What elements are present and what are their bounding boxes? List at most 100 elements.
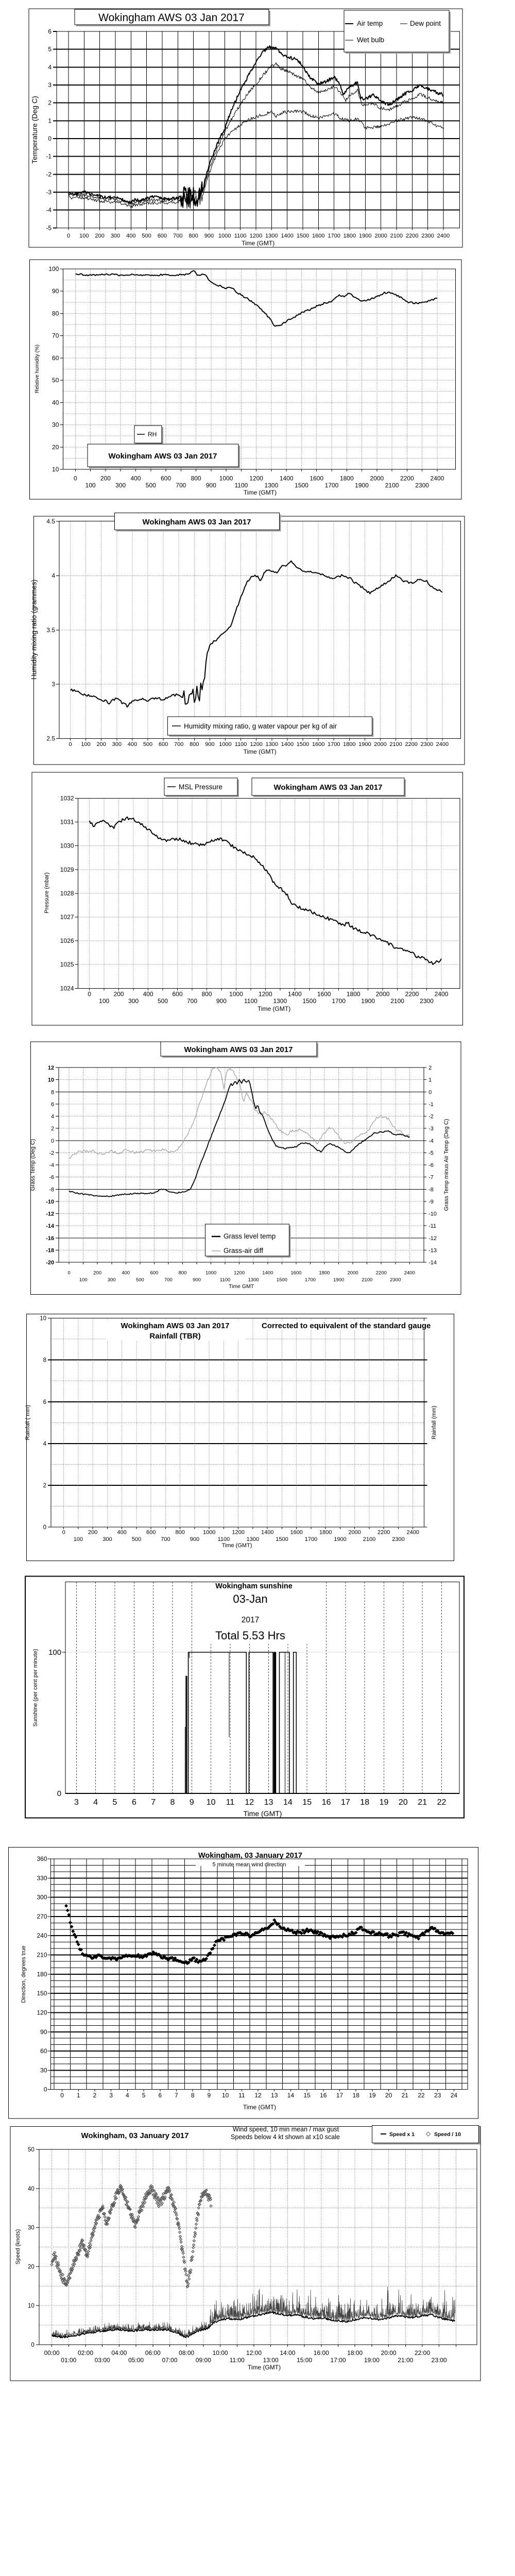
svg-text:400: 400: [122, 1270, 130, 1276]
svg-text:2000: 2000: [348, 1270, 358, 1276]
svg-text:4: 4: [43, 1441, 47, 1447]
svg-text:6: 6: [48, 28, 52, 35]
svg-text:Wokingham AWS 03 Jan 2017: Wokingham AWS 03 Jan 2017: [143, 518, 251, 527]
svg-text:2: 2: [48, 99, 52, 107]
svg-text:-6: -6: [49, 1175, 54, 1181]
svg-text:Time (GMT): Time (GMT): [243, 2104, 276, 2111]
svg-text:03-Jan: 03-Jan: [233, 1592, 267, 1605]
svg-text:-7: -7: [428, 1175, 434, 1181]
svg-text:1100: 1100: [244, 997, 258, 1005]
svg-text:06:00: 06:00: [145, 2349, 161, 2357]
svg-text:3: 3: [48, 81, 52, 89]
svg-text:1900: 1900: [361, 997, 375, 1005]
svg-text:1030: 1030: [60, 842, 74, 850]
svg-text:10: 10: [28, 2303, 35, 2309]
svg-text:500: 500: [158, 997, 168, 1005]
svg-text:23:00: 23:00: [432, 2357, 447, 2364]
svg-text:0: 0: [67, 1270, 70, 1276]
svg-text:5: 5: [142, 2092, 146, 2099]
svg-text:900: 900: [193, 1277, 201, 1283]
svg-text:6: 6: [158, 2092, 162, 2099]
svg-text:1200: 1200: [250, 233, 262, 239]
svg-text:Wokingham AWS 03 Jan 2017: Wokingham AWS 03 Jan 2017: [109, 452, 217, 461]
svg-text:2400: 2400: [437, 233, 450, 239]
svg-text:2: 2: [93, 2092, 97, 2099]
svg-text:1: 1: [77, 2092, 80, 2099]
svg-text:90: 90: [40, 2028, 47, 2036]
svg-text:Corrected to equivalent of the: Corrected to equivalent of the standard …: [262, 1321, 431, 1330]
svg-text:21: 21: [402, 2092, 409, 2099]
svg-text:14: 14: [283, 1798, 293, 1807]
svg-text:1300: 1300: [248, 1277, 259, 1283]
svg-text:8: 8: [51, 1089, 54, 1095]
svg-text:4: 4: [126, 2092, 129, 2099]
svg-text:16: 16: [320, 2092, 327, 2099]
svg-text:Wokingham, 03 January 2017: Wokingham, 03 January 2017: [81, 2131, 189, 2140]
svg-text:30: 30: [40, 2066, 47, 2074]
svg-text:Rainfall (mm): Rainfall (mm): [431, 1405, 437, 1439]
svg-text:Dew point: Dew point: [410, 20, 441, 27]
svg-text:2400: 2400: [436, 741, 449, 748]
svg-text:Speed / 10: Speed / 10: [434, 2131, 461, 2138]
svg-text:1025: 1025: [60, 961, 74, 968]
svg-text:150: 150: [37, 1990, 47, 1997]
svg-text:22:00: 22:00: [415, 2349, 430, 2357]
svg-text:1026: 1026: [60, 937, 74, 944]
svg-text:2400: 2400: [435, 991, 449, 998]
svg-text:0: 0: [51, 1138, 54, 1144]
svg-text:2200: 2200: [406, 233, 418, 239]
svg-text:90: 90: [52, 287, 59, 295]
svg-text:21: 21: [418, 1798, 427, 1807]
svg-text:2200: 2200: [405, 991, 419, 998]
svg-text:270: 270: [37, 1913, 47, 1920]
svg-text:-4: -4: [428, 1138, 434, 1144]
svg-text:0: 0: [88, 991, 91, 998]
svg-text:1500: 1500: [297, 741, 309, 748]
svg-text:11: 11: [238, 2092, 245, 2099]
svg-text:2000: 2000: [348, 1530, 360, 1536]
svg-text:1100: 1100: [220, 1277, 230, 1283]
svg-text:Time (GMT): Time (GMT): [244, 489, 277, 496]
svg-text:800: 800: [201, 991, 212, 998]
svg-text:Time (GMT): Time (GMT): [242, 240, 274, 247]
svg-text:1900: 1900: [333, 1277, 344, 1283]
svg-text:1400: 1400: [281, 233, 293, 239]
svg-text:1300: 1300: [265, 482, 279, 489]
svg-text:18: 18: [360, 1798, 369, 1807]
svg-text:-3: -3: [46, 189, 52, 196]
svg-text:1500: 1500: [276, 1536, 288, 1543]
svg-text:1400: 1400: [262, 1270, 273, 1276]
svg-text:1900: 1900: [358, 741, 371, 748]
svg-text:08:00: 08:00: [179, 2349, 194, 2357]
svg-text:2000: 2000: [374, 741, 386, 748]
svg-text:Wokingham AWS 03 Jan 2017: Wokingham AWS 03 Jan 2017: [121, 1321, 230, 1330]
svg-text:1100: 1100: [218, 1536, 230, 1543]
svg-text:20: 20: [399, 1798, 408, 1807]
svg-text:1800: 1800: [347, 991, 360, 998]
svg-text:2200: 2200: [405, 741, 417, 748]
svg-text:1700: 1700: [305, 1277, 316, 1283]
svg-text:1300: 1300: [273, 997, 287, 1005]
svg-text:2000: 2000: [374, 233, 387, 239]
svg-text:1400: 1400: [280, 475, 294, 482]
svg-text:500: 500: [143, 741, 152, 748]
svg-text:MSL Pressure: MSL Pressure: [179, 783, 222, 791]
svg-text:100: 100: [85, 482, 96, 489]
svg-text:1200: 1200: [259, 991, 272, 998]
svg-text:800: 800: [188, 233, 198, 239]
svg-text:1200: 1200: [234, 1270, 245, 1276]
svg-text:11:00: 11:00: [230, 2357, 245, 2364]
svg-text:1600: 1600: [290, 1530, 302, 1536]
svg-text:Sunshine (per cent per minute): Sunshine (per cent per minute): [32, 1649, 39, 1726]
svg-text:2100: 2100: [385, 482, 399, 489]
svg-text:23: 23: [434, 2092, 441, 2099]
svg-text:-3: -3: [428, 1126, 434, 1132]
svg-text:Wokingham, 03 January 2017: Wokingham, 03 January 2017: [198, 1852, 302, 1860]
svg-text:14: 14: [287, 2092, 295, 2099]
svg-text:1900: 1900: [334, 1536, 346, 1543]
svg-text:-20: -20: [46, 1260, 54, 1266]
svg-text:1000: 1000: [203, 1530, 215, 1536]
svg-text:17: 17: [341, 1798, 350, 1807]
svg-text:100: 100: [74, 1536, 83, 1543]
svg-text:11: 11: [226, 1798, 235, 1807]
